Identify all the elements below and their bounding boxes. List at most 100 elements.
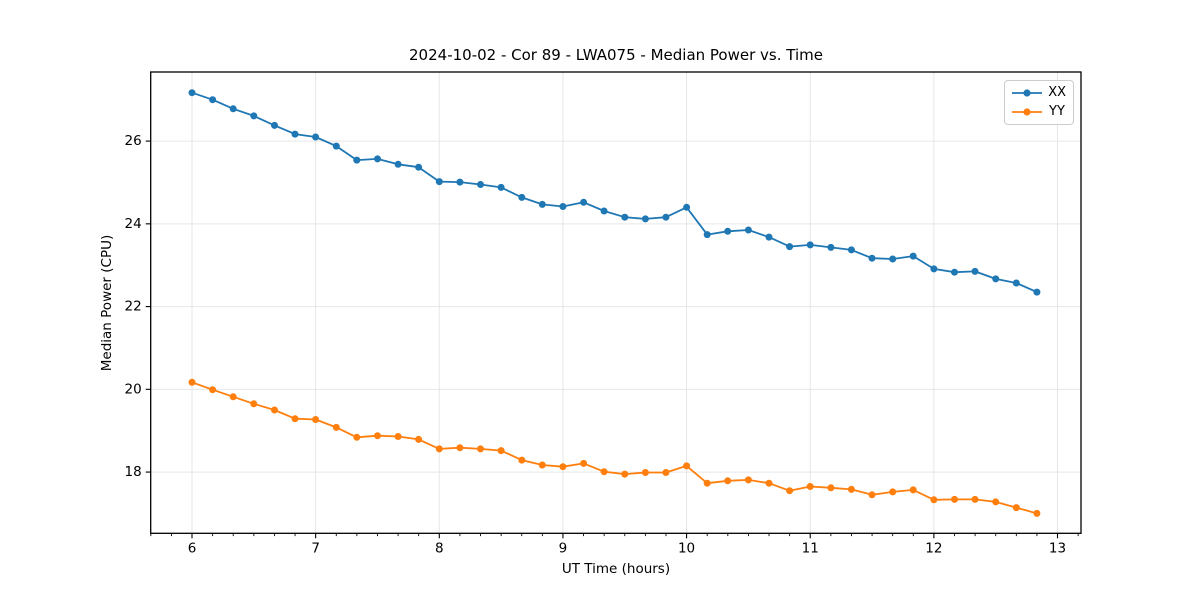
legend-line-yy-icon bbox=[1012, 108, 1042, 116]
data-point-yy bbox=[641, 469, 649, 476]
data-point-xx bbox=[353, 156, 361, 164]
y-tick-label: 18 bbox=[125, 464, 142, 480]
data-point-yy bbox=[951, 495, 958, 503]
data-point-xx bbox=[992, 275, 1000, 283]
data-point-xx bbox=[847, 246, 855, 254]
data-point-yy bbox=[538, 461, 546, 469]
data-point-xx bbox=[724, 227, 732, 235]
data-point-xx bbox=[744, 226, 752, 234]
data-point-yy bbox=[744, 476, 752, 484]
data-point-xx bbox=[909, 252, 917, 260]
data-point-xx bbox=[518, 193, 526, 201]
data-point-xx bbox=[621, 213, 629, 221]
data-point-xx bbox=[827, 243, 835, 251]
x-tick-label: 12 bbox=[925, 540, 942, 556]
legend-line-xx-icon bbox=[1012, 89, 1042, 97]
data-point-yy bbox=[1012, 504, 1020, 512]
x-tick-label: 13 bbox=[1049, 540, 1066, 556]
data-point-xx bbox=[374, 155, 381, 163]
legend-label: YY bbox=[1049, 104, 1065, 119]
y-axis-label: Median Power (CPU) bbox=[99, 234, 115, 372]
data-point-xx bbox=[580, 198, 588, 206]
data-point-yy bbox=[847, 485, 855, 493]
data-point-yy bbox=[559, 463, 567, 471]
data-point-yy bbox=[497, 447, 505, 455]
data-point-xx bbox=[889, 255, 897, 263]
data-point-xx bbox=[188, 89, 196, 97]
data-point-yy bbox=[477, 445, 484, 453]
data-point-yy bbox=[456, 444, 464, 452]
x-tick-label: 6 bbox=[188, 540, 197, 556]
data-point-xx bbox=[971, 267, 979, 275]
data-point-yy bbox=[806, 483, 814, 490]
data-point-xx bbox=[312, 133, 320, 141]
x-tick-label: 9 bbox=[559, 540, 568, 556]
data-point-yy bbox=[209, 386, 217, 394]
data-point-xx bbox=[477, 181, 484, 188]
data-point-xx bbox=[497, 183, 505, 191]
data-point-yy bbox=[662, 469, 670, 476]
data-point-xx bbox=[703, 231, 711, 239]
y-tick-label: 20 bbox=[125, 381, 142, 397]
data-point-xx bbox=[600, 207, 608, 215]
data-point-yy bbox=[580, 459, 588, 467]
data-point-xx bbox=[291, 130, 299, 138]
data-point-yy bbox=[909, 486, 917, 494]
data-point-yy bbox=[992, 498, 1000, 506]
x-tick-label: 11 bbox=[802, 540, 819, 556]
data-point-yy bbox=[353, 433, 361, 441]
data-point-yy bbox=[415, 435, 423, 443]
y-tick-label: 26 bbox=[125, 133, 142, 149]
data-point-xx bbox=[765, 233, 773, 241]
data-point-yy bbox=[291, 415, 299, 423]
data-point-yy bbox=[374, 432, 381, 440]
data-point-xx bbox=[868, 254, 876, 262]
data-point-yy bbox=[518, 456, 526, 464]
data-point-xx bbox=[332, 142, 340, 150]
data-point-yy bbox=[394, 433, 402, 440]
data-point-xx bbox=[559, 203, 567, 210]
y-tick-label: 24 bbox=[125, 216, 142, 232]
data-point-xx bbox=[683, 203, 691, 211]
chart-title: 2024-10-02 - Cor 89 - LWA075 - Median Po… bbox=[409, 46, 823, 64]
data-point-xx bbox=[271, 121, 278, 129]
data-point-yy bbox=[1033, 509, 1041, 517]
data-point-yy bbox=[600, 468, 608, 476]
data-point-xx bbox=[951, 268, 958, 276]
data-point-yy bbox=[786, 487, 794, 495]
data-point-yy bbox=[332, 423, 340, 431]
data-point-xx bbox=[229, 105, 237, 113]
data-point-xx bbox=[930, 265, 938, 273]
data-point-yy bbox=[312, 416, 320, 423]
legend-item-xx: XX bbox=[1011, 85, 1066, 101]
data-point-yy bbox=[229, 393, 237, 401]
data-point-xx bbox=[538, 200, 546, 208]
x-axis-label: UT Time (hours) bbox=[561, 561, 671, 577]
legend: XX YY bbox=[1004, 80, 1074, 125]
plot-border bbox=[150, 71, 1082, 534]
data-point-xx bbox=[435, 178, 443, 186]
x-tick-label: 7 bbox=[311, 540, 320, 556]
data-point-xx bbox=[806, 241, 814, 249]
series-line-xx bbox=[191, 91, 1038, 294]
data-point-xx bbox=[415, 163, 423, 171]
data-point-xx bbox=[641, 215, 649, 223]
y-tick-label: 22 bbox=[125, 299, 142, 315]
data-point-xx bbox=[209, 96, 217, 104]
x-tick-label: 8 bbox=[435, 540, 444, 556]
data-point-xx bbox=[786, 243, 794, 251]
data-point-xx bbox=[1033, 288, 1041, 296]
data-point-yy bbox=[188, 378, 196, 386]
series-line-yy bbox=[191, 381, 1038, 515]
data-point-xx bbox=[456, 178, 464, 186]
data-point-yy bbox=[889, 488, 897, 496]
data-point-yy bbox=[250, 400, 258, 408]
legend-label: XX bbox=[1048, 85, 1066, 100]
data-point-xx bbox=[394, 160, 402, 168]
data-point-yy bbox=[827, 484, 835, 492]
data-point-xx bbox=[1012, 279, 1020, 287]
data-point-xx bbox=[250, 112, 258, 120]
legend-item-yy: YY bbox=[1011, 104, 1066, 120]
